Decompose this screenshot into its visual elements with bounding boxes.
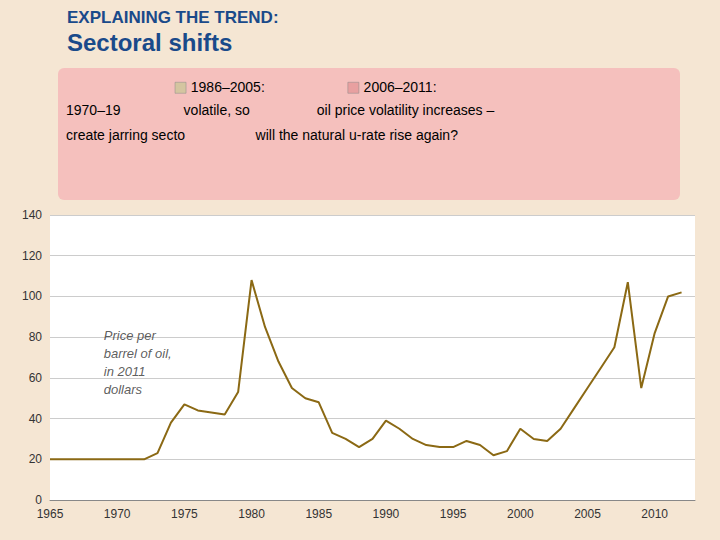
svg-text:60: 60 [29,371,43,385]
svg-text:EXPLAINING THE TREND:: EXPLAINING THE TREND: [67,8,279,27]
svg-text:2006–2011:: 2006–2011: [364,79,437,95]
svg-text:barrel of oil,: barrel of oil, [104,346,172,361]
svg-text:Price per: Price per [104,328,157,343]
svg-text:will the natural u-rate rise a: will the natural u-rate rise again? [255,127,459,143]
svg-text:2000: 2000 [507,507,534,521]
svg-text:1995: 1995 [440,507,467,521]
svg-text:1970–19: 1970–19 [66,102,121,118]
svg-text:in 2011: in 2011 [104,364,146,379]
svg-text:1965: 1965 [37,507,64,521]
svg-text:1990: 1990 [373,507,400,521]
svg-text:100: 100 [22,289,42,303]
svg-text:1986–2005:: 1986–2005: [191,79,265,95]
svg-text:volatile, so: volatile, so [184,102,250,118]
svg-text:40: 40 [29,412,43,426]
svg-text:0: 0 [35,493,42,507]
svg-text:1975: 1975 [171,507,198,521]
svg-text:dollars: dollars [104,382,143,397]
svg-text:create jarring secto: create jarring secto [66,127,185,143]
svg-text:oil price volatility increases: oil price volatility increases – [317,102,495,118]
svg-text:1970: 1970 [104,507,131,521]
svg-text:1980: 1980 [238,507,265,521]
svg-text:2005: 2005 [574,507,601,521]
svg-text:1985: 1985 [305,507,332,521]
svg-text:80: 80 [29,330,43,344]
svg-text:20: 20 [29,452,43,466]
svg-text:120: 120 [22,249,42,263]
svg-text:140: 140 [22,208,42,222]
svg-text:2010: 2010 [641,507,668,521]
svg-text:Sectoral shifts: Sectoral shifts [67,29,232,56]
